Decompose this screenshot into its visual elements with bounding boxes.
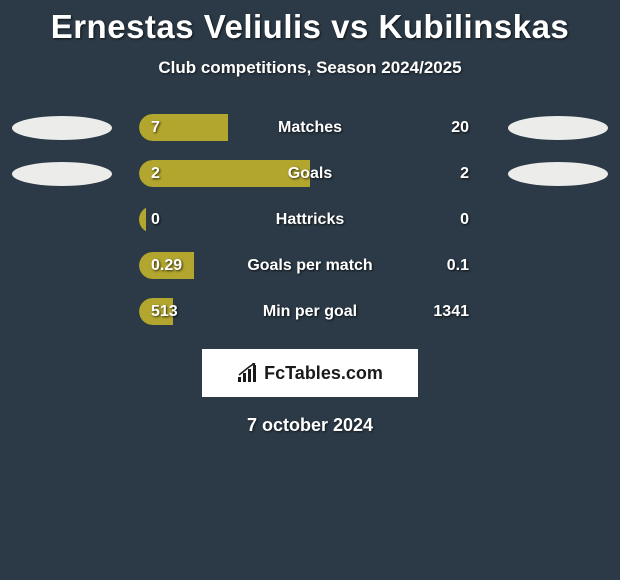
stat-bar-left-fill [139,206,146,233]
stat-bar-left-fill [139,160,310,187]
comparison-card: Ernestas Veliulis vs Kubilinskas Club co… [0,0,620,436]
stat-bar: 513 1341 Min per goal [139,298,481,325]
stat-row: 2 2 Goals [0,160,620,187]
stat-left-value: 0 [151,211,160,229]
stat-left-value: 7 [151,119,160,137]
stat-bar: 2 2 Goals [139,160,481,187]
stat-row: 7 20 Matches [0,114,620,141]
stat-label: Hattricks [276,211,344,229]
date-label: 7 october 2024 [0,415,620,436]
stat-bar-right-fill [310,160,481,187]
stat-right-value: 20 [451,119,469,137]
stat-label: Goals per match [247,257,372,275]
stat-rows: 7 20 Matches 2 2 Goals 0 0 Hattricks 0.29 0.1 Goals… [0,114,620,325]
page-title: Ernestas Veliulis vs Kubilinskas [0,8,620,46]
stat-left-value: 2 [151,165,160,183]
stat-label: Min per goal [263,303,357,321]
brand-chart-icon [237,363,261,383]
stat-left-value: 0.29 [151,257,182,275]
stat-right-value: 1341 [433,303,469,321]
stat-bar-right-fill [228,114,481,141]
stat-bar: 7 20 Matches [139,114,481,141]
stat-row: 0 0 Hattricks [0,206,620,233]
stat-label: Goals [288,165,332,183]
stat-right-value: 0 [460,211,469,229]
player-right-badge [508,116,608,140]
stat-label: Matches [278,119,342,137]
stat-left-value: 513 [151,303,178,321]
stat-right-value: 0.1 [447,257,469,275]
player-left-badge [12,162,112,186]
stat-row: 0.29 0.1 Goals per match [0,252,620,279]
brand-box[interactable]: FcTables.com [202,349,418,397]
subtitle: Club competitions, Season 2024/2025 [0,58,620,78]
stat-bar: 0.29 0.1 Goals per match [139,252,481,279]
stat-bar: 0 0 Hattricks [139,206,481,233]
brand-text: FcTables.com [264,363,383,384]
stat-row: 513 1341 Min per goal [0,298,620,325]
player-left-badge [12,116,112,140]
player-right-badge [508,162,608,186]
stat-right-value: 2 [460,165,469,183]
